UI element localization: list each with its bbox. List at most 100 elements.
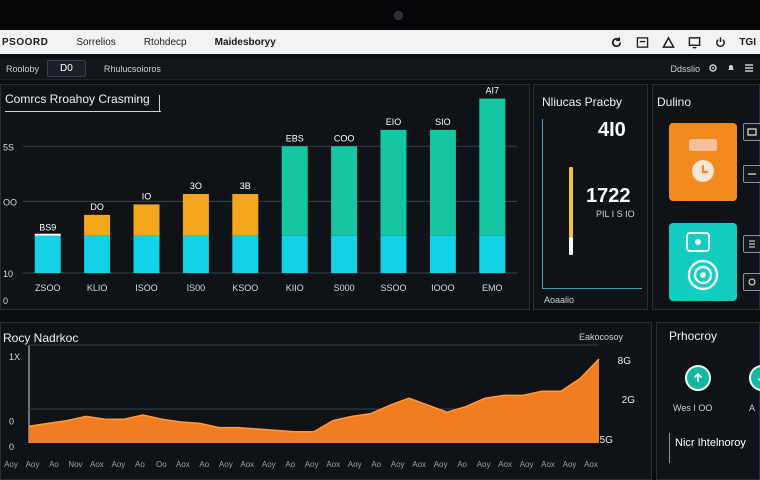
bar-base: [380, 235, 407, 273]
x-tick-label: Aox: [584, 460, 598, 469]
x-tick-label: Oo: [156, 460, 167, 469]
window-icon[interactable]: [635, 35, 649, 49]
x-tick-label: Ao: [371, 460, 381, 469]
bar-base: [34, 235, 61, 273]
orange-tile[interactable]: [669, 123, 737, 201]
area-right-label-3: 5G: [599, 435, 613, 446]
x-tick-label: IS00: [187, 283, 206, 293]
card-icon: [689, 139, 717, 182]
kpi-sub-label: PIL I S IO: [596, 209, 635, 219]
bar-data-label: 3B: [240, 181, 251, 191]
bar-base: [331, 235, 358, 273]
spiral-icon: [686, 232, 719, 291]
area-legend: Eakocosoy: [578, 332, 623, 342]
bar-cap: [34, 233, 61, 236]
bar-upper: [331, 146, 358, 236]
check-icon: [757, 377, 760, 382]
kpi-gauge-bar: [569, 167, 573, 237]
x-tick-label: Aoy: [262, 460, 276, 469]
x-tick-label: ZSOO: [35, 283, 61, 293]
x-tick-label: Aoy: [26, 460, 40, 469]
bar-chart-title: Comrcs Rroahoy Crasming: [5, 92, 150, 106]
bar-data-label: EBS: [286, 133, 304, 143]
side-panel: Dulino: [652, 84, 760, 310]
side-title: Dulino: [657, 95, 692, 109]
x-tick-label: Aox: [498, 460, 512, 469]
breadcrumb[interactable]: Rhulucsoioros: [103, 63, 161, 74]
bar-data-label: BS9: [39, 223, 56, 233]
bar-base: [232, 235, 259, 273]
triangle-icon[interactable]: [661, 35, 675, 49]
kpi-axis-horizontal: [542, 288, 642, 289]
app-toolbar: Rooloby D0 Rhulucsoioros Ddsslio: [0, 58, 760, 80]
browser-tab-2[interactable]: Sorrelios: [76, 36, 116, 48]
status-label-1: Wes I OO: [673, 403, 713, 413]
app-name[interactable]: Rooloby: [6, 63, 40, 74]
x-tick-label: Aox: [90, 460, 104, 469]
bar-base: [429, 235, 456, 273]
bar-base: [281, 235, 308, 273]
tab-d0[interactable]: D0: [47, 60, 86, 77]
x-tick-label: KIIO: [286, 283, 304, 293]
tile-button-1[interactable]: [743, 123, 760, 141]
browser-tab-3[interactable]: Rtohdecp: [143, 36, 187, 48]
x-tick-label: Aox: [541, 460, 555, 469]
bar-base: [84, 235, 111, 273]
kpi-panel: Nliucas Pracby 4I0 1722 PIL I S IO Aoaal…: [533, 84, 648, 310]
bar-data-label: SIO: [435, 117, 451, 127]
x-tick-label: ISOO: [135, 283, 158, 293]
bar-data-label: DO: [90, 202, 104, 212]
area-series: [29, 359, 599, 443]
bar-data-label: COO: [334, 133, 355, 143]
browser-tab-1[interactable]: PSOORD: [2, 36, 49, 48]
alerts-icon[interactable]: [726, 63, 736, 75]
menu-icon[interactable]: [744, 63, 754, 75]
x-tick-label: SSOO: [380, 283, 406, 293]
bar-upper: [380, 129, 407, 236]
status-circle-1[interactable]: [685, 365, 711, 391]
y-tick-label: 0: [9, 442, 14, 452]
bar-upper: [429, 129, 456, 236]
processing-panel: Prhocroy Wes I OO A Nicr Ihtelnoroy: [656, 322, 760, 480]
x-tick-label: Nov: [68, 460, 82, 469]
status-circle-2[interactable]: [749, 365, 760, 391]
tile-button-2[interactable]: [743, 165, 760, 183]
bar-data-label: IO: [142, 191, 152, 201]
processing-title: Prhocroy: [669, 329, 718, 343]
bar-base: [133, 235, 160, 273]
kpi-gauge-base: [569, 237, 573, 255]
x-tick-label: KSOO: [232, 283, 258, 293]
x-tick-label: Ao: [457, 460, 467, 469]
bar-upper: [479, 98, 506, 236]
x-tick-label: Aoy: [219, 460, 233, 469]
bar-upper: [84, 214, 111, 236]
tile-button-4[interactable]: [743, 273, 760, 291]
kpi-title: Nliucas Pracby: [542, 95, 623, 109]
x-tick-label: Ao: [135, 460, 145, 469]
power-icon[interactable]: [713, 35, 727, 49]
x-tick-label: KLIO: [87, 283, 108, 293]
teal-tile[interactable]: [669, 223, 737, 301]
tile-button-3[interactable]: [743, 235, 760, 253]
x-tick-label: Aox: [326, 460, 340, 469]
y-tick-label: 10: [3, 269, 13, 279]
user-label[interactable]: Ddsslio: [670, 63, 700, 74]
bar-base: [182, 235, 209, 273]
refresh-icon[interactable]: [609, 35, 623, 49]
x-tick-label: EMO: [482, 283, 503, 293]
area-chart-panel: Rocy Nadrkoc Eakocosoy 8G 2G 5G 1X 0 0 Aoy A…: [0, 322, 652, 480]
browser-toolbar: PSOORD Sorrelios Rtohdecp Maidesboryy TG…: [0, 30, 760, 54]
monitor-icon[interactable]: [687, 35, 701, 49]
y-tick-label: 0: [9, 417, 14, 427]
area-line: [28, 358, 600, 433]
area-chart-title: Rocy Nadrkoc: [3, 331, 79, 345]
y-tick-label: 0: [3, 296, 8, 306]
y-tick-label: OO: [3, 197, 17, 207]
bar-data-label: EIO: [386, 117, 402, 127]
browser-tab-4[interactable]: Maidesboryy: [214, 36, 276, 48]
area-right-label-2: 2G: [621, 395, 635, 406]
bar-upper: [281, 146, 308, 236]
bar-base: [479, 235, 506, 273]
camera-icon: [394, 11, 403, 20]
settings-icon[interactable]: [708, 63, 718, 75]
